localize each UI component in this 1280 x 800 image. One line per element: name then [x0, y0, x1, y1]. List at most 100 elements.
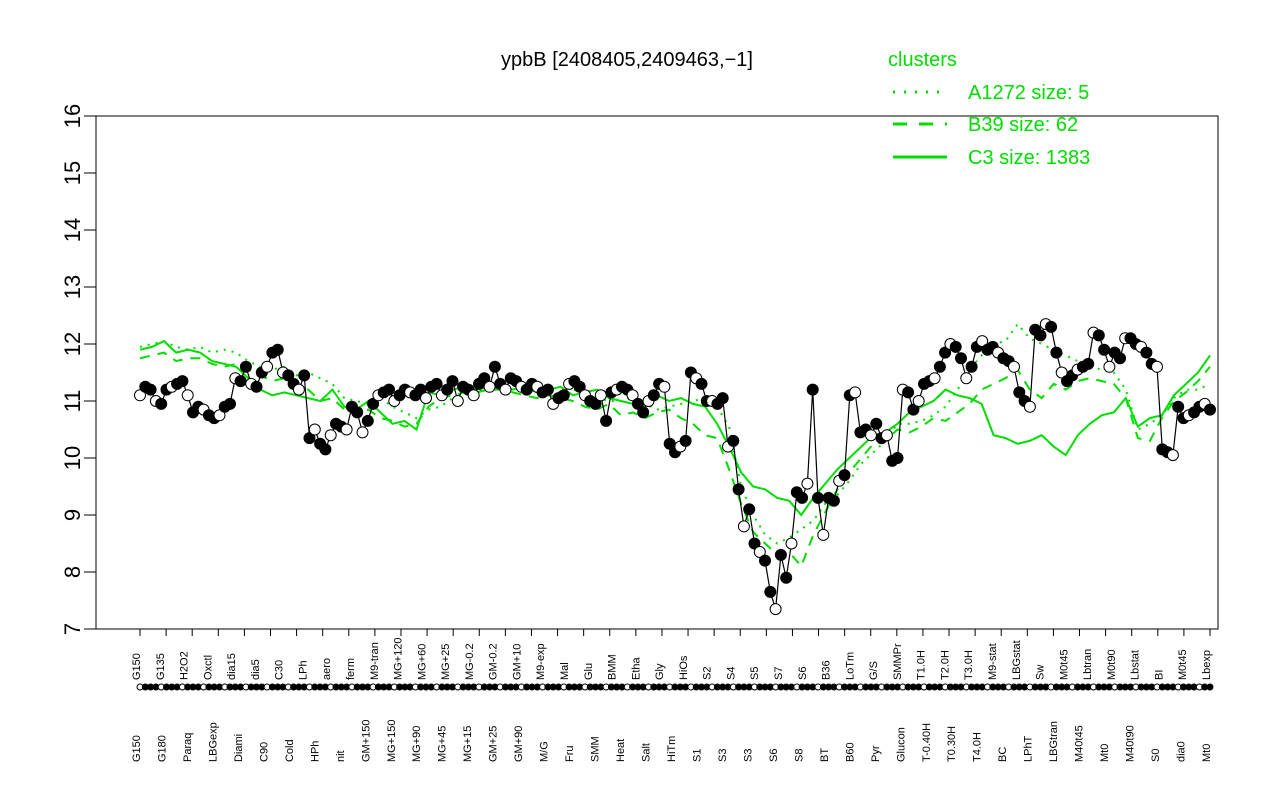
- data-point: [557, 389, 570, 402]
- data-point: [361, 414, 374, 427]
- x-tick-label-lower: GM+25: [488, 726, 500, 762]
- x-tick-label-upper: M9-stat: [987, 643, 999, 680]
- data-point: [764, 585, 777, 598]
- data-point: [827, 494, 840, 507]
- x-tick-label-lower: G180: [156, 735, 168, 762]
- data-point: [1050, 346, 1063, 359]
- data-point: [282, 369, 295, 382]
- y-tick-label: 14: [60, 218, 85, 242]
- x-tick-label-upper: B36: [821, 660, 833, 680]
- data-point: [1082, 357, 1095, 370]
- y-tick-label: 16: [60, 104, 85, 128]
- x-tick-label-upper: LBGstat: [1011, 640, 1023, 680]
- x-tick-label-upper: M9-exp: [535, 643, 547, 680]
- y-tick-label: 12: [60, 332, 85, 356]
- data-point: [441, 383, 454, 396]
- x-tick-label-upper: dia5: [250, 659, 262, 680]
- data-point: [679, 434, 692, 447]
- data-point: [324, 429, 337, 442]
- x-tick-label-upper: LoTm: [844, 652, 856, 680]
- x-tick-label-upper: BMM: [607, 654, 619, 680]
- data-points: [134, 318, 1216, 616]
- x-tick-label-upper: S2: [702, 667, 714, 680]
- legend-title: clusters: [888, 49, 957, 71]
- data-point: [960, 372, 973, 385]
- x-tick-label-lower: Cold: [284, 739, 296, 762]
- x-tick-label-upper: Sw: [1035, 665, 1047, 680]
- data-point: [478, 372, 491, 385]
- x-tick-label-lower: nit: [335, 750, 347, 762]
- x-tick-label-upper: Gly: [654, 663, 666, 680]
- data-point: [488, 360, 501, 373]
- x-tick-label-upper: GM+10: [511, 644, 523, 680]
- x-tick-label-lower: B60: [844, 742, 856, 762]
- x-tick-label-lower: MG+15: [462, 726, 474, 762]
- x-tick-label-lower: C90: [258, 742, 270, 762]
- y-tick-label: 11: [60, 390, 85, 413]
- x-tick-label-lower: dia0: [1176, 741, 1188, 762]
- x-tick-label-upper: G/S: [868, 661, 880, 680]
- data-point: [753, 546, 766, 558]
- data-point: [732, 483, 745, 496]
- data-point: [1092, 329, 1105, 342]
- x-tick-label-lower: Fru: [564, 746, 576, 763]
- x-sample-marker: [1206, 683, 1214, 691]
- x-tick-label-upper: aero: [321, 658, 333, 680]
- data-point: [292, 383, 305, 396]
- data-point: [695, 377, 708, 390]
- x-tick-label-upper: Lbexp: [1201, 650, 1213, 680]
- data-point: [271, 343, 284, 356]
- x-tick-label-upper: Etha: [630, 656, 642, 680]
- x-tick-label-upper: M0t90: [1106, 649, 1118, 680]
- x-tick-label-upper: GM-0.2: [488, 643, 500, 680]
- x-tick-label-lower: M/G: [539, 741, 551, 762]
- data-point: [785, 537, 798, 550]
- data-point: [1045, 320, 1058, 333]
- x-tick-label-upper: G135: [155, 653, 167, 680]
- data-point: [716, 392, 729, 405]
- x-tick-label-lower: Paraq: [182, 733, 194, 762]
- expression-line: [139, 323, 1211, 610]
- x-tick-label-upper: C30: [274, 660, 286, 680]
- x-tick-label-lower: MG+45: [437, 726, 449, 762]
- chart-title: ypbB [2408405,2409463,−1]: [501, 49, 753, 71]
- data-point: [134, 389, 146, 402]
- x-tick-label-upper: MG+25: [440, 644, 452, 680]
- data-point: [737, 520, 750, 533]
- x-tick-label-lower: GM+90: [513, 726, 525, 762]
- data-point: [446, 375, 459, 388]
- cluster-line-a1272: [139, 322, 1211, 545]
- x-tick-label-lower: BT: [819, 748, 831, 762]
- x-tick-label-lower: S3: [742, 749, 754, 762]
- data-point: [239, 360, 252, 373]
- data-point: [727, 434, 740, 447]
- data-point: [467, 389, 480, 402]
- data-point: [303, 432, 316, 445]
- data-point: [234, 375, 247, 388]
- cluster-line-c3: [139, 339, 1211, 517]
- data-point: [658, 380, 671, 393]
- y-tick-label: 7: [60, 623, 85, 635]
- data-point: [769, 603, 782, 616]
- y-tick-label: 10: [60, 446, 85, 470]
- x-tick-label-upper: Lbstat: [1130, 650, 1142, 680]
- x-tick-label-lower: S0: [1150, 749, 1162, 762]
- x-tick-label-lower: HPh: [309, 741, 321, 762]
- data-point: [796, 491, 809, 504]
- data-point: [626, 389, 639, 402]
- x-tick-label-lower: Heat: [615, 739, 627, 762]
- data-point: [1151, 360, 1163, 373]
- data-point: [812, 491, 824, 504]
- data-point: [928, 372, 941, 385]
- data-point: [955, 352, 967, 365]
- x-tick-label-upper: Lbtran: [1082, 649, 1094, 680]
- x-tick-label-upper: MG-0.2: [464, 643, 476, 680]
- data-point: [261, 360, 274, 373]
- data-point: [319, 443, 332, 456]
- x-tick-label-lower: Diami: [233, 734, 245, 762]
- data-point: [965, 360, 978, 373]
- x-tick-label-lower: Mt0: [1099, 744, 1111, 762]
- data-point: [759, 554, 771, 567]
- data-point: [801, 477, 814, 490]
- x-tick-label-lower: LPhT: [1023, 735, 1035, 762]
